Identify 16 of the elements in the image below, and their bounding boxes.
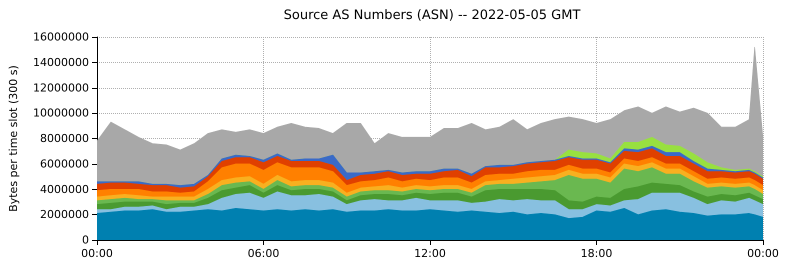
x-tick-label: 12:00 (414, 247, 446, 260)
y-tick-label: 0 (82, 234, 89, 246)
y-axis-title: Bytes per time slot (300 s) (7, 65, 20, 212)
y-tick-label: 14000000 (33, 56, 89, 69)
y-tick-label: 12000000 (33, 81, 89, 94)
x-tick-label: 06:00 (248, 247, 280, 260)
y-tick-label: 4000000 (40, 182, 89, 196)
y-tick-label: 16000000 (33, 30, 89, 44)
x-tick-label: 00:00 (81, 247, 113, 260)
y-tick-label: 8000000 (40, 132, 89, 145)
y-tick-label: 10000000 (33, 106, 89, 120)
x-tick-label: 18:00 (580, 247, 612, 260)
x-tick-label: 00:00 (747, 247, 779, 260)
chart-title: Source AS Numbers (ASN) -- 2022-05-05 GMT (284, 8, 580, 23)
y-tick-label: 6000000 (40, 157, 89, 170)
y-tick-label: 2000000 (40, 208, 89, 222)
